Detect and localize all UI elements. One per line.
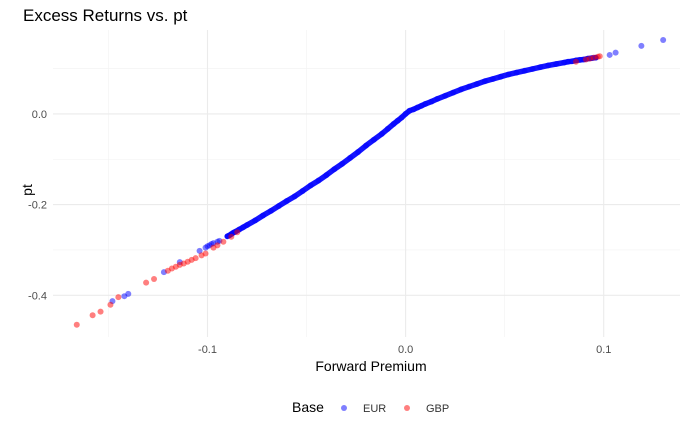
legend-label-eur: EUR — [363, 403, 386, 415]
eur-point — [553, 61, 560, 68]
eur-point — [422, 100, 429, 107]
gbp-point — [192, 255, 199, 262]
eur-point — [458, 86, 465, 93]
eur-point — [363, 142, 370, 149]
eur-point — [497, 73, 504, 80]
gbp-point — [214, 242, 221, 249]
gbp-point — [572, 58, 579, 65]
gbp-point — [228, 233, 235, 240]
eur-point — [370, 136, 377, 143]
eur-point — [339, 160, 346, 167]
y-tick-label: -0.4 — [28, 290, 47, 302]
eur-point — [125, 290, 132, 297]
eur-point — [489, 75, 496, 82]
eur-point — [355, 148, 362, 155]
eur-point — [244, 221, 251, 228]
eur-point — [315, 177, 322, 184]
eur-dense-band — [224, 54, 599, 240]
eur-point — [267, 207, 274, 214]
gbp-point — [151, 275, 158, 282]
eur-point — [283, 197, 290, 204]
eur-point — [196, 247, 203, 254]
eur-point — [307, 182, 314, 189]
eur-point — [505, 71, 512, 78]
x-axis-ticks: -0.1 0.0 0.1 — [198, 344, 611, 356]
eur-point — [275, 202, 282, 209]
gbp-point — [596, 53, 603, 60]
eur-point — [384, 125, 391, 132]
legend-swatch-eur — [341, 405, 347, 411]
major-gridlines — [53, 30, 680, 337]
x-tick-label: -0.1 — [198, 344, 217, 356]
data-points — [73, 36, 667, 328]
chart-title: Excess Returns vs. pt — [23, 6, 188, 25]
eur-point — [434, 95, 441, 102]
x-tick-label: 0.1 — [596, 344, 611, 356]
eur-point — [638, 42, 645, 49]
eur-point — [473, 80, 480, 87]
legend-title: Base — [292, 399, 324, 415]
eur-point — [291, 193, 298, 200]
eur-point — [466, 83, 473, 90]
eur-point — [259, 212, 266, 219]
gbp-point — [143, 279, 150, 286]
gbp-point — [220, 238, 227, 245]
eur-point — [481, 78, 488, 85]
eur-point — [606, 51, 613, 58]
legend: Base EUR GBP — [292, 399, 449, 415]
eur-point — [529, 65, 536, 72]
gbp-point — [89, 312, 96, 319]
gbp-point — [115, 294, 122, 301]
legend-swatch-gbp — [404, 405, 410, 411]
eur-point — [252, 217, 259, 224]
eur-point — [398, 114, 405, 121]
eur-point — [331, 166, 338, 173]
eur-point — [450, 89, 457, 96]
y-axis-ticks: -0.4 -0.2 0.0 — [28, 109, 47, 302]
eur-point — [378, 130, 385, 137]
minor-gridlines — [53, 30, 680, 337]
gbp-point — [107, 301, 114, 308]
eur-point — [513, 69, 520, 76]
eur-point — [323, 172, 330, 179]
legend-label-gbp: GBP — [426, 403, 449, 415]
gbp-point — [97, 308, 104, 315]
gbp-point — [202, 250, 209, 257]
eur-point — [347, 154, 354, 161]
eur-point — [660, 36, 667, 43]
gbp-point — [234, 229, 241, 236]
x-axis-title: Forward Premium — [315, 358, 426, 374]
x-tick-label: 0.0 — [398, 344, 413, 356]
eur-point — [299, 187, 306, 194]
eur-point — [612, 49, 619, 56]
eur-point — [442, 92, 449, 99]
y-tick-label: -0.2 — [28, 200, 47, 212]
eur-point — [428, 98, 435, 105]
eur-point — [545, 62, 552, 69]
eur-point — [537, 64, 544, 71]
y-tick-label: 0.0 — [32, 109, 47, 121]
y-axis-title: pt — [19, 184, 35, 196]
eur-point — [521, 67, 528, 74]
gbp-point — [73, 321, 80, 328]
